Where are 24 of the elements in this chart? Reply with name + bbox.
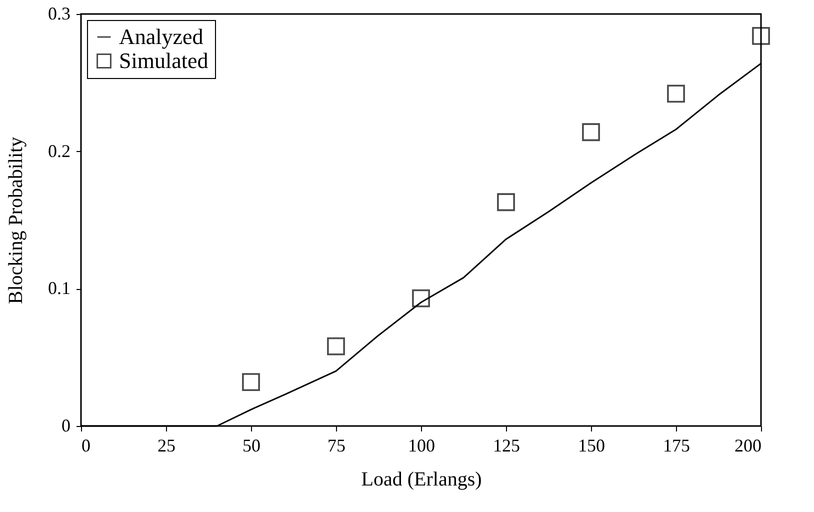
- x-tick-label: 25: [158, 436, 176, 456]
- point: [582, 123, 600, 142]
- x-axis-title: Load (Erlangs): [361, 468, 482, 490]
- x-tick-label: 75: [328, 436, 346, 456]
- y-axis-title: Blocking Probability: [5, 136, 27, 304]
- y-tick-label: 0: [62, 416, 70, 436]
- point: [667, 84, 685, 103]
- point: [412, 289, 430, 308]
- legend-label: Analyzed: [119, 24, 204, 49]
- x-tick-label: 100: [408, 436, 435, 456]
- point: [752, 27, 770, 45]
- x-tick-label: 50: [242, 436, 260, 456]
- y-tick-label: 0.1: [48, 278, 70, 298]
- legend-label: Simulated: [119, 48, 208, 73]
- x-tick-label: 150: [578, 436, 605, 456]
- x-tick-label: 175: [663, 436, 690, 456]
- x-tick-label: 0: [82, 436, 90, 456]
- x-tick-label: 200: [734, 436, 762, 456]
- point: [327, 337, 345, 356]
- y-tick-label: 0.2: [48, 140, 70, 161]
- point: [497, 193, 515, 212]
- x-tick-label: 125: [493, 436, 520, 456]
- y-tick-label: 0.3: [48, 4, 70, 24]
- point: [242, 373, 260, 392]
